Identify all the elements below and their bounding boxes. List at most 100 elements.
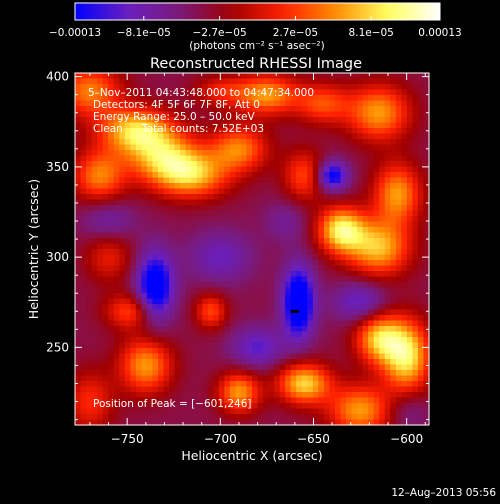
heatmap-cell [135, 293, 142, 300]
heatmap-cell [113, 276, 120, 283]
heatmap-cell [191, 309, 198, 316]
heatmap-cell [274, 117, 281, 124]
heatmap-cell [163, 408, 170, 415]
heatmap-cell [301, 210, 308, 217]
heatmap-cell [130, 227, 137, 234]
heatmap-cell [185, 309, 192, 316]
heatmap-cell [119, 414, 126, 421]
heatmap-cell [412, 397, 419, 404]
heatmap-cell [340, 128, 347, 135]
heatmap-cell [252, 177, 259, 184]
heatmap-cell [285, 210, 292, 217]
heatmap-cell [301, 227, 308, 234]
heatmap-cell [240, 216, 248, 223]
heatmap-cell [213, 403, 220, 410]
heatmap-cell [152, 375, 159, 382]
heatmap-cell [108, 166, 115, 173]
heatmap-cell [334, 128, 342, 135]
heatmap-cell [334, 337, 342, 344]
heatmap-cell [312, 194, 319, 201]
heatmap-cell [180, 364, 187, 371]
heatmap-cell [384, 403, 391, 410]
heatmap-cell [318, 73, 325, 80]
heatmap-cell [301, 348, 308, 355]
heatmap-cell [390, 331, 397, 338]
heatmap-cell [406, 194, 414, 201]
heatmap-cell [119, 106, 126, 113]
heatmap-cell [323, 183, 331, 190]
heatmap-cell [263, 260, 270, 267]
heatmap-cell [86, 144, 93, 151]
heatmap-cell [80, 293, 87, 300]
heatmap-cell [163, 210, 170, 217]
heatmap-cell [334, 117, 342, 124]
heatmap-cell [423, 276, 430, 283]
heatmap-cell [368, 265, 375, 272]
heatmap-cell [86, 386, 93, 393]
heatmap-cell [368, 243, 375, 250]
heatmap-cell [334, 84, 342, 91]
heatmap-cell [169, 161, 176, 168]
heatmap-cell [119, 364, 126, 371]
heatmap-cell [318, 232, 325, 239]
heatmap-cell [412, 216, 419, 223]
heatmap-cell [169, 271, 176, 278]
heatmap-cell [257, 106, 264, 113]
heatmap-cell [246, 205, 253, 212]
heatmap-cell [423, 232, 430, 239]
heatmap-cell [373, 348, 380, 355]
heatmap-cell [252, 375, 259, 382]
heatmap-cell [285, 232, 292, 239]
heatmap-cell [163, 177, 170, 184]
heatmap-cell [202, 298, 209, 305]
heatmap-cell [141, 194, 148, 201]
heatmap-cell [240, 210, 248, 217]
heatmap-cell [174, 73, 181, 80]
heatmap-cell [224, 133, 231, 140]
heatmap-cell [290, 183, 297, 190]
heatmap-cell [252, 161, 259, 168]
heatmap-cell [406, 144, 414, 151]
heatmap-cell [373, 381, 380, 388]
heatmap-image [75, 73, 430, 426]
heatmap-cell [301, 309, 308, 316]
heatmap-cell [157, 337, 165, 344]
heatmap-cell [357, 144, 364, 151]
heatmap-cell [86, 370, 93, 377]
heatmap-cell [296, 111, 303, 118]
heatmap-cell [102, 117, 109, 124]
heatmap-cell [296, 276, 303, 283]
heatmap-cell [80, 172, 87, 179]
heatmap-cell [124, 386, 131, 393]
heatmap-cell [279, 221, 286, 228]
heatmap-cell [146, 221, 154, 228]
heatmap-cell [307, 221, 314, 228]
heatmap-cell [301, 353, 308, 360]
heatmap-cell [185, 95, 192, 102]
heatmap-cell [274, 227, 281, 234]
heatmap-cell [274, 144, 281, 151]
colorbar-ticks: −0.00013 −8.1e−05 −2.7e−05 2.7e−05 8.1e−05 0.… [49, 16, 462, 39]
heatmap-cell [202, 304, 209, 311]
heatmap-cell [417, 254, 425, 261]
heatmap-cell [229, 265, 237, 272]
heatmap-cell [406, 414, 414, 421]
heatmap-cell [196, 392, 203, 399]
heatmap-cell [157, 133, 165, 140]
heatmap-cell [362, 216, 369, 223]
heatmap-cell [323, 276, 331, 283]
heatmap-cell [346, 227, 353, 234]
heatmap-cell [423, 359, 430, 366]
heatmap-cell [257, 177, 264, 184]
heatmap-cell [180, 111, 187, 118]
heatmap-cell [285, 397, 292, 404]
heatmap-cell [91, 194, 98, 201]
heatmap-cell [229, 221, 237, 228]
heatmap-cell [384, 238, 391, 245]
heatmap-cell [218, 348, 225, 355]
heatmap-cell [263, 216, 270, 223]
heatmap-cell [373, 95, 380, 102]
heatmap-cell [124, 408, 131, 415]
colorbar-tick-label: −0.00013 [49, 27, 101, 39]
heatmap-cell [86, 326, 93, 333]
